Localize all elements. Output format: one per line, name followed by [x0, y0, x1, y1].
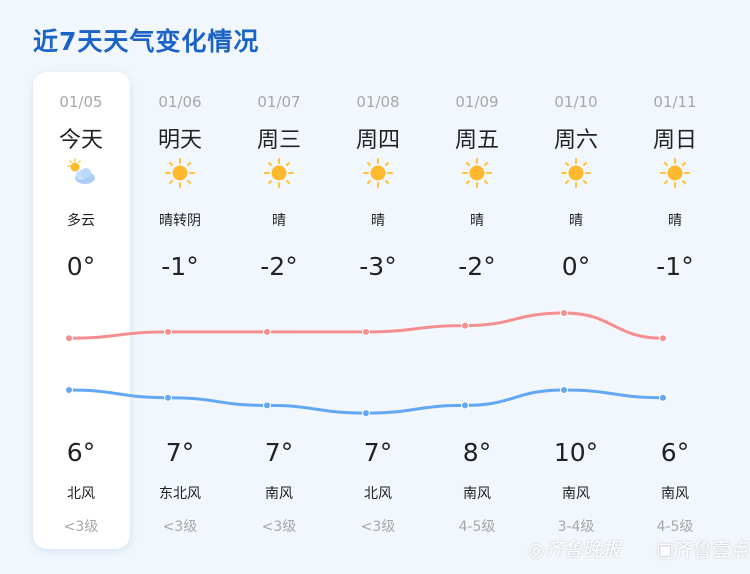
- wind-level: <3级: [162, 519, 198, 535]
- date-label: 01/09: [455, 93, 499, 111]
- top-temperature: -1°: [161, 252, 199, 281]
- condition-label: 晴转阴: [159, 213, 201, 229]
- date-label: 01/11: [653, 93, 697, 111]
- date-label: 01/08: [356, 93, 400, 111]
- wind-level: 4-5级: [656, 519, 694, 535]
- weekday-label: 周六: [553, 128, 598, 153]
- sun-icon: [362, 158, 393, 188]
- day-column[interactable]: 01/09 周五 晴 -2° 8° 南风 4-5级: [428, 72, 527, 549]
- condition-label: 晴: [569, 213, 583, 229]
- bottom-temperature: 7°: [264, 438, 294, 467]
- bottom-temperature: 7°: [363, 438, 393, 467]
- page-title: 近7天天气变化情况: [33, 27, 260, 56]
- low-temp-point: [560, 386, 568, 394]
- weekday-label: 今天: [58, 128, 103, 153]
- wind-level: <3级: [261, 519, 297, 535]
- wind-level: 4-5级: [458, 519, 496, 535]
- wind-direction: 南风: [661, 486, 689, 502]
- high-temp-point: [659, 334, 667, 343]
- day-column[interactable]: 01/06 明天 晴转阴 -1° 7° 东北风 <3级: [131, 72, 230, 549]
- bottom-temperature: 7°: [165, 438, 195, 467]
- wind-level: 3-4级: [557, 519, 595, 535]
- bottom-temperature: 8°: [462, 438, 492, 467]
- high-temp-point: [164, 327, 172, 336]
- today-card-highlight: [33, 72, 130, 549]
- condition-label: 晴: [371, 213, 385, 229]
- weekday-label: 周五: [454, 128, 499, 153]
- sun-icon: [461, 158, 492, 188]
- top-temperature: -2°: [260, 252, 298, 281]
- low-temp-point: [659, 393, 667, 402]
- weekday-label: 周日: [652, 128, 697, 153]
- condition-label: 晴: [272, 213, 286, 229]
- high-temp-point: [461, 321, 469, 330]
- date-label: 01/05: [59, 93, 103, 111]
- day-column[interactable]: 01/10 周六 晴 0° 10° 南风 3-4级: [527, 72, 626, 549]
- low-temp-point: [263, 401, 271, 410]
- day-column[interactable]: 01/11 周日 晴 -1° 6° 南风 4-5级: [626, 72, 725, 549]
- low-temp-point: [461, 401, 469, 410]
- wind-direction: 北风: [67, 486, 95, 502]
- partly-cloudy-icon: [66, 158, 96, 188]
- sun-icon: [659, 158, 690, 188]
- top-temperature: -1°: [656, 252, 694, 281]
- bottom-temperature: 6°: [660, 438, 690, 467]
- wind-direction: 南风: [265, 486, 293, 502]
- condition-label: 多云: [67, 213, 95, 229]
- low-temp-point: [65, 386, 73, 394]
- top-temperature: 0°: [66, 252, 96, 281]
- weekday-label: 明天: [157, 128, 202, 153]
- day-column[interactable]: 01/05 今天 多云 0° 6° 北风 <3级: [32, 72, 131, 549]
- high-temp-point: [263, 327, 271, 336]
- wind-direction: 南风: [562, 486, 590, 502]
- top-temperature: -3°: [359, 252, 397, 281]
- watermark-logo-2: ▣齐鲁壹点: [656, 539, 750, 561]
- weekday-label: 周四: [355, 128, 400, 153]
- low-temp-point: [362, 409, 370, 418]
- day-column[interactable]: 01/07 周三 晴 -2° 7° 南风 <3级: [230, 72, 329, 549]
- date-label: 01/07: [257, 93, 301, 111]
- date-label: 01/06: [158, 93, 202, 111]
- top-temperature: -2°: [458, 252, 496, 281]
- bottom-temperature: 6°: [66, 438, 96, 467]
- high-temp-point: [362, 327, 370, 336]
- wind-level: <3级: [63, 519, 99, 535]
- wind-direction: 南风: [463, 486, 491, 502]
- wind-direction: 东北风: [159, 486, 201, 502]
- day-column[interactable]: 01/08 周四 晴 -3° 7° 北风 <3级: [329, 72, 428, 549]
- date-label: 01/10: [554, 93, 598, 111]
- watermark-logo: ◎齐鲁晚报: [528, 539, 621, 561]
- low-temp-point: [164, 393, 172, 402]
- condition-label: 晴: [668, 213, 682, 229]
- sun-icon: [263, 158, 294, 188]
- wind-level: <3级: [360, 519, 396, 535]
- weekday-label: 周三: [256, 128, 301, 153]
- top-temperature: 0°: [561, 252, 591, 281]
- high-temp-point: [65, 334, 73, 343]
- sun-icon: [164, 158, 195, 188]
- sun-icon: [560, 158, 591, 188]
- bottom-temperature: 10°: [553, 438, 599, 467]
- wind-direction: 北风: [364, 486, 392, 502]
- high-temp-point: [560, 309, 568, 317]
- condition-label: 晴: [470, 213, 484, 229]
